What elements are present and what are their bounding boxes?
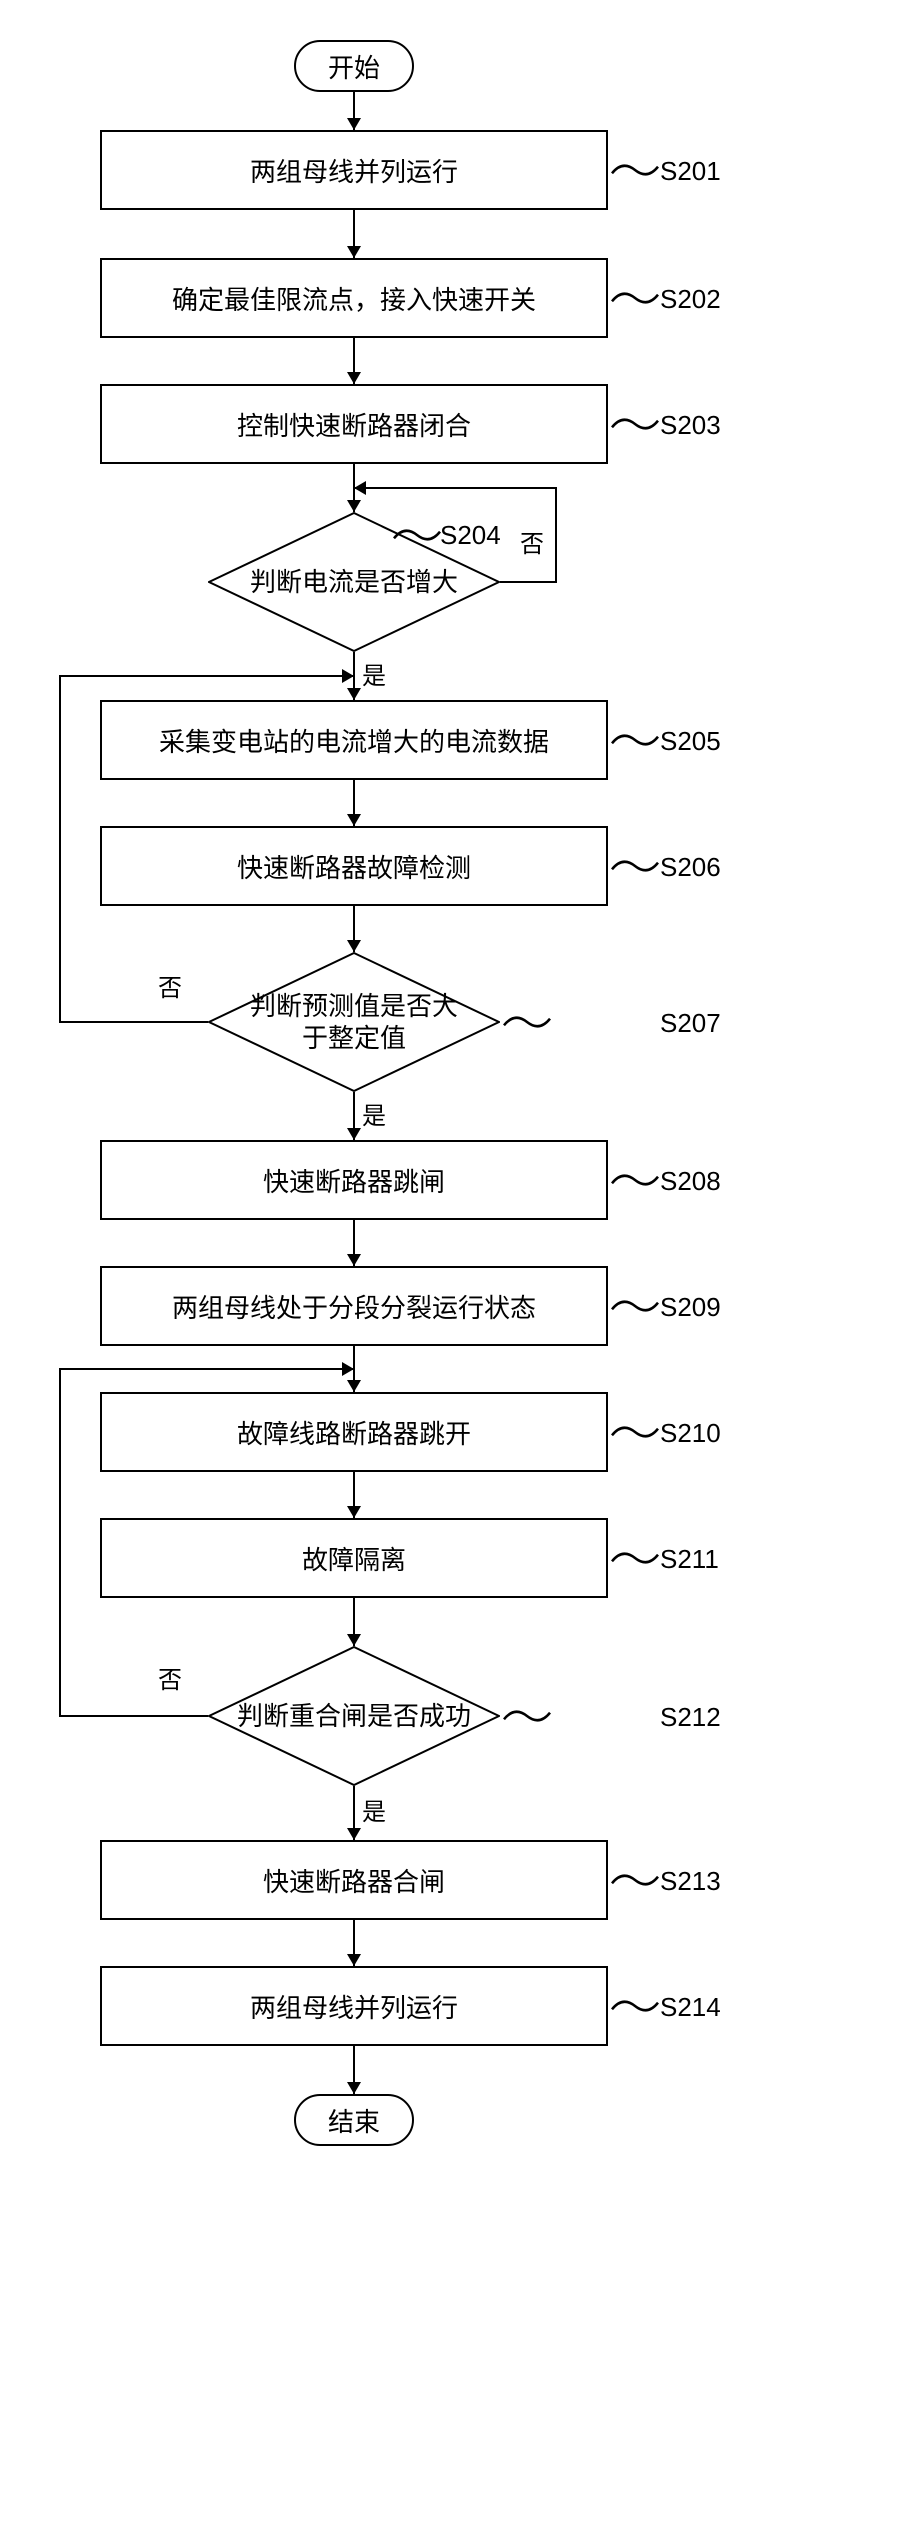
- step-label-S209: S209: [660, 1292, 721, 1323]
- step-label-S208: S208: [660, 1166, 721, 1197]
- process-S209: 两组母线处于分段分裂运行状态: [100, 1266, 608, 1346]
- decision-S207: 判断预测值是否大于整定值: [208, 952, 500, 1092]
- branch-s212_yes: 是: [362, 1792, 386, 1827]
- step-label-S202: S202: [660, 284, 721, 315]
- step-label-S207: S207: [660, 1008, 721, 1039]
- process-S205-label: 采集变电站的电流增大的电流数据: [159, 722, 549, 759]
- process-S202: 确定最佳限流点，接入快速开关: [100, 258, 608, 338]
- step-label-S206: S206: [660, 852, 721, 883]
- step-label-S214: S214: [660, 1992, 721, 2023]
- step-label-S201: S201: [660, 156, 721, 187]
- step-label-S211: S211: [660, 1544, 719, 1575]
- step-label-S205: S205: [660, 726, 721, 757]
- branch-s204_yes: 是: [362, 656, 386, 691]
- branch-s212_no: 否: [158, 1660, 182, 1695]
- decision-S212: 判断重合闸是否成功: [208, 1646, 500, 1786]
- process-S213: 快速断路器合闸: [100, 1840, 608, 1920]
- process-S205: 采集变电站的电流增大的电流数据: [100, 700, 608, 780]
- process-S211: 故障隔离: [100, 1518, 608, 1598]
- process-S206-label: 快速断路器故障检测: [237, 848, 471, 885]
- start-terminator: 开始: [294, 40, 414, 92]
- branch-s207_yes: 是: [362, 1096, 386, 1131]
- step-label-S212: S212: [660, 1702, 721, 1733]
- branch-s204_no: 否: [520, 524, 544, 559]
- process-S211-label: 故障隔离: [302, 1540, 406, 1577]
- process-S201-label: 两组母线并列运行: [250, 152, 458, 189]
- step-label-S210: S210: [660, 1418, 721, 1449]
- process-S210: 故障线路断路器跳开: [100, 1392, 608, 1472]
- process-S208-label: 快速断路器跳闸: [263, 1162, 445, 1199]
- end-terminator: 结束: [294, 2094, 414, 2146]
- process-S202-label: 确定最佳限流点，接入快速开关: [172, 280, 536, 317]
- process-S209-label: 两组母线处于分段分裂运行状态: [172, 1288, 536, 1325]
- decision-S207-label: 判断预测值是否大于整定值: [208, 952, 500, 1092]
- process-S203: 控制快速断路器闭合: [100, 384, 608, 464]
- process-S214: 两组母线并列运行: [100, 1966, 608, 2046]
- start-terminator-label: 开始: [328, 48, 380, 85]
- step-label-S203: S203: [660, 410, 721, 441]
- process-S201: 两组母线并列运行: [100, 130, 608, 210]
- process-S214-label: 两组母线并列运行: [250, 1988, 458, 2025]
- branch-s207_no: 否: [158, 968, 182, 1003]
- process-S203-label: 控制快速断路器闭合: [237, 406, 471, 443]
- process-S206: 快速断路器故障检测: [100, 826, 608, 906]
- process-S213-label: 快速断路器合闸: [263, 1862, 445, 1899]
- step-label-S204: S204: [440, 520, 501, 551]
- end-terminator-label: 结束: [328, 2102, 380, 2139]
- process-S210-label: 故障线路断路器跳开: [237, 1414, 471, 1451]
- decision-S212-label: 判断重合闸是否成功: [208, 1646, 500, 1786]
- step-label-S213: S213: [660, 1866, 721, 1897]
- process-S208: 快速断路器跳闸: [100, 1140, 608, 1220]
